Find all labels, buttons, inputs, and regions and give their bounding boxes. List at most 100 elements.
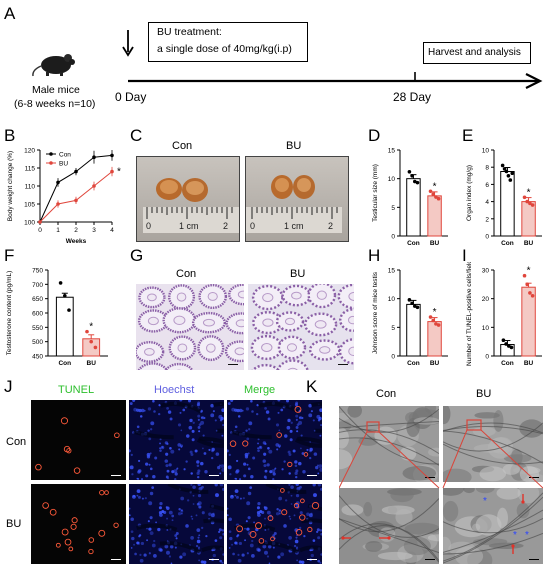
series-point — [56, 180, 60, 185]
data-point — [436, 196, 441, 201]
data-point — [525, 199, 530, 204]
data-point — [63, 294, 67, 298]
data-point — [510, 171, 515, 176]
x-tick-label: 1 — [56, 227, 60, 234]
data-point — [500, 163, 505, 168]
data-point — [428, 315, 433, 319]
g-bu-label: BU — [290, 268, 306, 280]
x-tick-label: Con — [501, 240, 514, 247]
em-con-zoom-box — [366, 421, 380, 433]
data-point — [93, 345, 98, 350]
x-tick-label: Con — [58, 360, 71, 367]
y-axis-label: Number of TUNEL-positive cells/field — [466, 262, 473, 366]
x-tick-label: BU — [430, 240, 440, 247]
hoechst-bu — [129, 484, 224, 564]
data-point — [415, 305, 420, 310]
x-tick-label: BU — [524, 240, 534, 247]
y-tick-label: 15 — [388, 148, 396, 155]
ruler-bu-0: 0 — [250, 221, 256, 231]
g-con-label: Con — [176, 268, 197, 280]
y-tick-label: 105 — [24, 202, 35, 209]
x-tick-label: BU — [87, 360, 97, 367]
timeline — [122, 30, 543, 89]
ruler-bu-2: 2 — [328, 221, 334, 231]
data-point — [502, 167, 507, 171]
data-point — [509, 345, 514, 350]
data-point — [506, 344, 511, 348]
data-point — [410, 174, 414, 178]
data-point — [522, 273, 527, 278]
y-tick-label: 10 — [388, 296, 396, 303]
y-tick-label: 110 — [25, 184, 36, 191]
histology-con — [136, 284, 244, 370]
chart-i: 0 10 20 30 Number of TUNEL-positive cells/fi… — [466, 262, 542, 367]
data-point — [428, 189, 433, 194]
y-tick-label: 115 — [25, 166, 36, 173]
k-con-label: Con — [376, 388, 397, 400]
bar-con — [500, 171, 515, 237]
series-point — [110, 169, 114, 174]
data-point — [530, 294, 535, 298]
data-point — [58, 281, 63, 285]
significance-star: * — [527, 187, 531, 198]
x-tick-label: 4 — [110, 227, 114, 234]
data-point — [522, 195, 527, 200]
x-axis-label: Weeks — [66, 238, 87, 245]
y-tick-label: 30 — [482, 268, 490, 275]
ruler-con-2: 2 — [223, 221, 229, 231]
y-tick-label: 700 — [32, 282, 43, 289]
j-bu-label: BU — [6, 518, 22, 530]
x-tick-label: Con — [501, 360, 514, 367]
data-point — [436, 323, 441, 327]
significance-star: * — [117, 167, 121, 178]
significance-star: * — [527, 266, 531, 277]
chart-b: 100 105 110 115 120 0 1 2 3 4 Weeks Body weight cha… — [7, 148, 121, 246]
day28-label: 28 Day — [393, 90, 432, 104]
chart-d: 0 5 10 15 Testicular size (mm) Con BU * — [372, 148, 448, 247]
panel-label-d: D — [368, 126, 381, 145]
series-line-con — [39, 154, 113, 223]
significance-star: * — [89, 322, 93, 333]
x-tick-label: 0 — [38, 227, 42, 234]
k-bu-label: BU — [476, 388, 492, 400]
mouse-label: Male mice — [32, 84, 80, 96]
y-tick-label: 0 — [485, 234, 489, 241]
y-tick-label: 0 — [485, 354, 489, 361]
em-con-top — [339, 406, 439, 482]
svg-text:*: * — [513, 530, 517, 541]
panel-label-f: F — [4, 246, 15, 265]
histology-bu — [248, 284, 354, 370]
significance-star: * — [433, 307, 437, 318]
data-point — [85, 329, 89, 334]
em-bu-bottom: * * * — [443, 488, 543, 564]
data-point — [407, 169, 412, 174]
y-axis-label: Testosterone content (pg/mL) — [6, 271, 13, 356]
series-point — [92, 155, 96, 159]
series-point — [110, 153, 114, 158]
j-tunel-label: TUNEL — [58, 384, 95, 396]
testis-photo-bu: 0 1 cm 2 — [245, 156, 349, 242]
data-point — [506, 174, 511, 178]
y-tick-label: 10 — [482, 325, 490, 332]
c-con-label: Con — [172, 140, 193, 152]
ruler-con-0: 0 — [146, 221, 152, 231]
data-point — [431, 192, 436, 196]
mouse-sub: (6-8 weeks n=10) — [14, 98, 96, 110]
data-point — [501, 338, 506, 343]
y-tick-label: 600 — [32, 311, 43, 318]
j-hoechst-label: Hoechst — [154, 384, 195, 396]
data-point — [431, 318, 436, 323]
panel-label-e: E — [462, 126, 474, 145]
hoechst-con — [129, 400, 224, 480]
data-point — [412, 179, 417, 184]
panel-label-c: C — [130, 126, 143, 145]
y-tick-label: 650 — [32, 296, 43, 303]
significance-star: * — [433, 181, 437, 192]
y-tick-label: 5 — [391, 205, 395, 212]
ruler-bu-1cm: 1 cm — [284, 221, 304, 231]
data-point — [67, 308, 71, 312]
chart-e: 0 2 4 6 8 10 Organ index (mg/g) Con BU * — [466, 148, 542, 247]
bar-bu — [427, 195, 442, 237]
y-axis-label: Body weight change (%) — [7, 151, 14, 221]
y-tick-label: 0 — [391, 354, 395, 361]
